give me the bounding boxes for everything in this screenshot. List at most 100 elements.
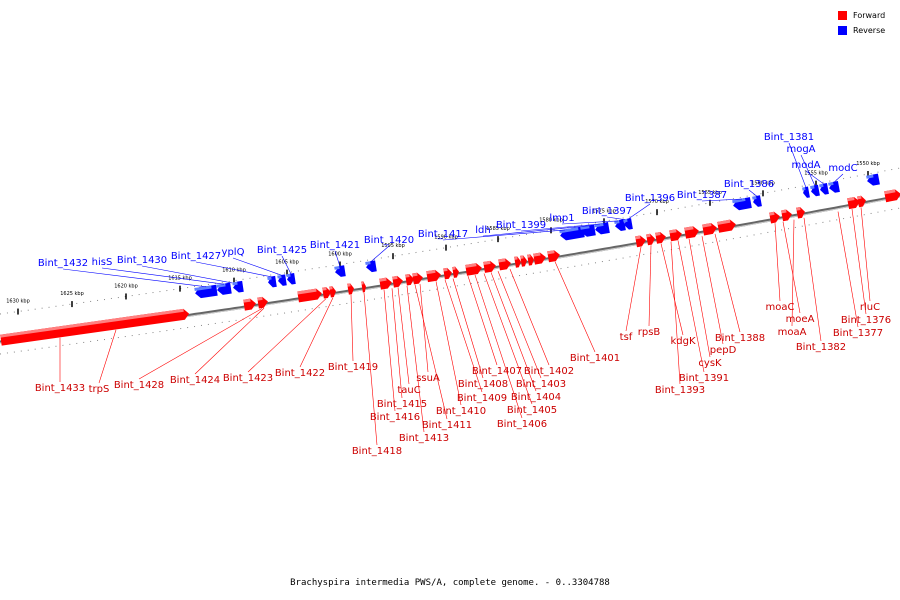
- legend-reverse: Reverse: [838, 24, 885, 37]
- forward-gene-label: Bint_1382: [796, 342, 846, 353]
- forward-gene-arrow: [520, 255, 527, 267]
- reverse-gene-arrow-highlight: [752, 195, 757, 200]
- forward-gene-arrow-highlight: [361, 281, 364, 285]
- forward-gene-arrow-highlight: [405, 274, 410, 278]
- forward-leader-line: [444, 279, 483, 393]
- forward-leader-line: [497, 271, 542, 379]
- reverse-leader-line: [482, 225, 591, 237]
- reverse-gene-arrow-highlight: [334, 266, 340, 270]
- reverse-gene-label: Bint_1417: [418, 229, 468, 240]
- forward-leader-line: [860, 207, 871, 302]
- forward-gene-arrow: [483, 260, 496, 273]
- reverse-gene-label: Bint_1396: [625, 193, 675, 204]
- reverse-gene-label: Bint_1387: [677, 190, 727, 201]
- forward-leader-line: [554, 261, 596, 353]
- forward-leader-line: [677, 240, 705, 373]
- forward-gene-arrow-highlight: [452, 266, 456, 271]
- forward-gene-arrow-highlight: [857, 195, 862, 200]
- reverse-gene-arrow-highlight: [267, 276, 272, 281]
- reverse-gene-label: hisS: [92, 257, 113, 268]
- tick-label: 1555 kbp: [804, 171, 828, 177]
- forward-gene-label: Bint_1405: [507, 405, 557, 416]
- forward-leader-line: [714, 233, 741, 333]
- forward-gene-arrow-highlight: [347, 283, 351, 287]
- forward-gene-arrow-highlight: [884, 189, 896, 195]
- tick-label: 1590 kbp: [434, 235, 458, 241]
- tick-label: 1630 kbp: [6, 299, 30, 305]
- forward-gene-arrow: [884, 189, 900, 203]
- forward-gene-arrow-highlight: [322, 287, 327, 291]
- forward-gene-arrow: [702, 223, 717, 236]
- forward-gene-label: kdgK: [670, 336, 695, 347]
- forward-gene-arrow: [329, 286, 336, 298]
- reverse-gene-label: yplQ: [222, 247, 245, 258]
- forward-leader-line: [435, 281, 462, 406]
- reverse-gene-arrow-highlight: [802, 187, 806, 191]
- reverse-gene-arrow: [580, 224, 596, 237]
- legend-reverse-label: Reverse: [853, 26, 886, 35]
- tick-label: 1560 kbp: [751, 180, 775, 186]
- forward-gene-arrow-highlight: [684, 226, 694, 231]
- forward-gene-label: ssuA: [416, 373, 440, 384]
- legend-forward: Forward: [838, 9, 885, 22]
- reverse-gene-label: mogA: [786, 144, 815, 155]
- forward-gene-arrow: [796, 206, 805, 219]
- reverse-leader-line: [195, 261, 273, 278]
- tick-label: 1575 kbp: [592, 208, 616, 214]
- forward-gene-arrow-highlight: [426, 269, 436, 275]
- forward-gene-label: Bint_1406: [497, 419, 547, 430]
- forward-gene-arrow-highlight: [443, 267, 448, 272]
- forward-gene-arrow: [498, 258, 511, 271]
- reverse-leader-line: [232, 257, 283, 276]
- forward-gene-arrow: [257, 296, 268, 309]
- reverse-gene-label: modC: [828, 163, 857, 174]
- forward-leader-line: [625, 246, 642, 332]
- forward-leader-line: [363, 292, 378, 446]
- forward-gene-arrow-highlight: [646, 233, 651, 238]
- reverse-leader-line: [561, 220, 619, 225]
- forward-leader-line: [299, 297, 334, 368]
- reverse-gene-arrow-highlight: [866, 174, 874, 179]
- forward-gene-label: Bint_1409: [457, 393, 507, 404]
- reverse-leader-line: [800, 154, 816, 186]
- reverse-gene-arrow: [216, 282, 232, 295]
- reverse-gene-arrow: [334, 265, 346, 277]
- reverse-leader-line: [788, 142, 807, 188]
- forward-gene-arrow: [847, 197, 860, 210]
- reverse-leader-line: [334, 250, 341, 267]
- forward-gene-arrow: [0, 308, 190, 346]
- reverse-gene-label: Bint_1425: [257, 245, 307, 256]
- forward-leader-line: [194, 307, 265, 375]
- forward-gene-label: Bint_1402: [524, 366, 574, 377]
- reverse-gene-arrow: [232, 280, 244, 293]
- reverse-gene-arrow-highlight: [828, 181, 834, 186]
- forward-gene-arrow: [857, 195, 866, 208]
- forward-leader-line: [483, 273, 533, 405]
- reverse-gene-arrow: [810, 184, 820, 197]
- forward-gene-label: Bint_1419: [328, 362, 378, 373]
- forward-gene-arrow: [405, 274, 414, 286]
- forward-gene-arrow-highlight: [392, 275, 398, 280]
- reverse-gene-arrow-highlight: [559, 227, 579, 234]
- reverse-gene-arrow: [752, 195, 762, 207]
- reverse-gene-label: Bint_1430: [117, 255, 167, 266]
- reverse-gene-arrow-highlight: [216, 283, 226, 288]
- reverse-gene-arrow: [802, 186, 810, 198]
- forward-gene-label: Bint_1424: [170, 375, 220, 386]
- forward-gene-arrow: [635, 235, 646, 248]
- tick-label: 1610 kbp: [222, 268, 246, 274]
- forward-leader-line: [138, 308, 263, 380]
- reverse-leader-line: [833, 173, 844, 183]
- reverse-gene-label: lmp1: [549, 213, 574, 224]
- reverse-leader-line: [141, 265, 233, 284]
- forward-gene-label: Bint_1413: [399, 433, 449, 444]
- legend-forward-label: Forward: [853, 11, 886, 20]
- forward-leader-line: [383, 289, 396, 412]
- reverse-leader-line: [520, 223, 601, 232]
- forward-gene-label: moaC: [766, 302, 795, 313]
- forward-leader-line: [701, 236, 724, 345]
- reverse-gene-arrow: [819, 183, 829, 195]
- forward-gene-arrow: [392, 275, 403, 288]
- forward-gene-arrow: [646, 233, 655, 246]
- reverse-gene-label: Bint_1432: [38, 258, 88, 269]
